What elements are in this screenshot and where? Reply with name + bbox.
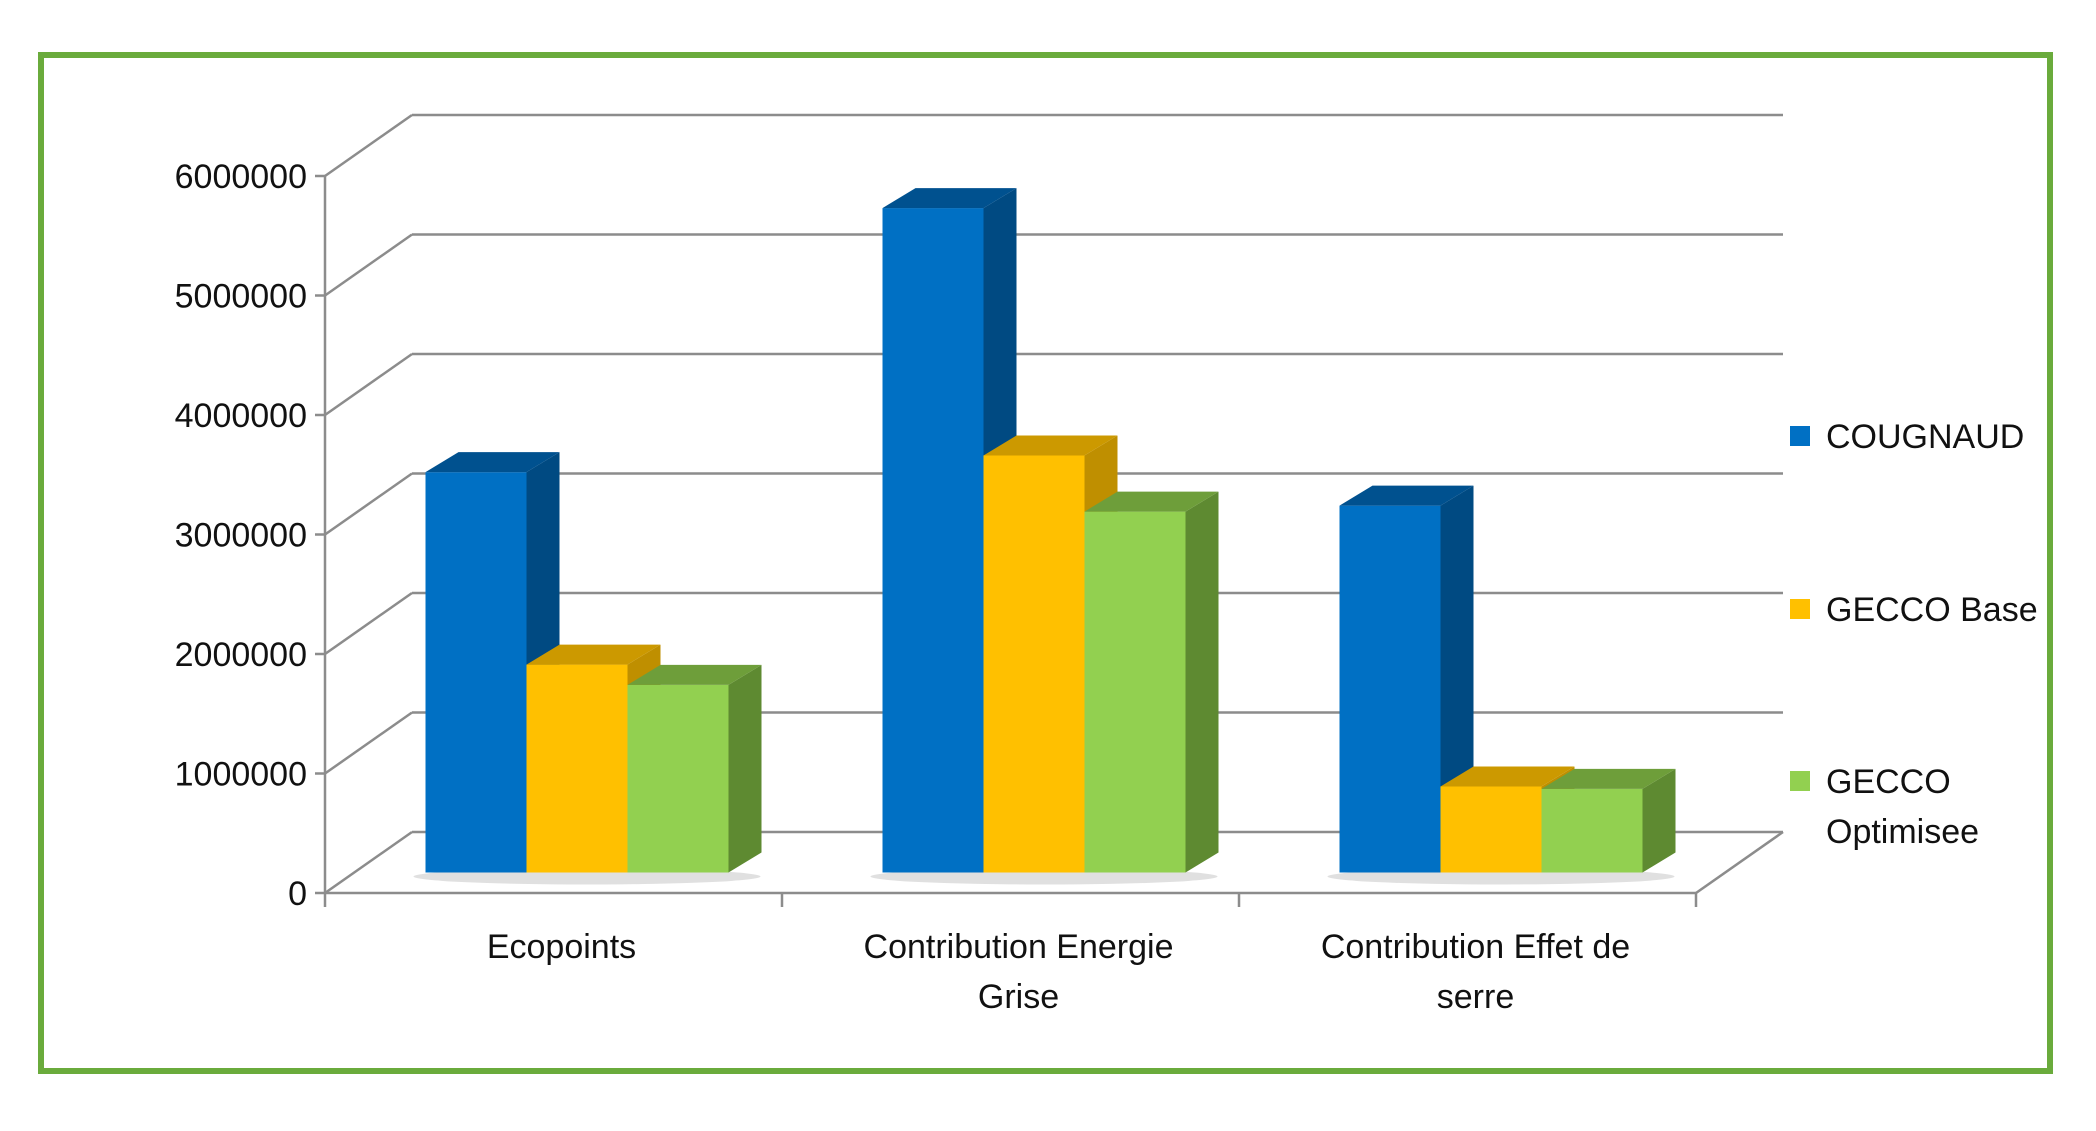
- legend-label: COUGNAUD: [1826, 418, 2024, 456]
- bar-front: [526, 664, 628, 873]
- bar: [627, 664, 762, 873]
- bar-top: [1541, 768, 1676, 789]
- gridline-diagonal: [324, 830, 413, 895]
- bar-top: [983, 435, 1118, 456]
- x-category-label: Contribution Effet de: [1321, 928, 1630, 966]
- gridline-diagonal: [324, 352, 413, 417]
- legend-swatch: [1790, 426, 1810, 446]
- legend-swatch: [1790, 771, 1810, 791]
- y-tick-label: 2000000: [175, 636, 307, 674]
- gridline-diagonal: [324, 591, 413, 656]
- gridline-diagonal: [324, 113, 413, 178]
- x-category-label: Grise: [978, 978, 1059, 1016]
- bar-front: [882, 208, 984, 873]
- bar-top: [1084, 491, 1219, 512]
- y-axis-ticks: 0 1000000 2000000 3000000 4000000 5000000 6000…: [175, 158, 325, 913]
- bar-top: [425, 452, 560, 473]
- bar-front: [1084, 511, 1186, 873]
- bar-side: [728, 664, 762, 873]
- bar-front: [425, 472, 527, 873]
- legend: COUGNAUD GECCO Base GECCO Optimisee: [1790, 418, 2038, 851]
- bar-front: [1440, 786, 1542, 873]
- bar-side: [1642, 768, 1676, 873]
- legend-swatch: [1790, 599, 1810, 619]
- y-tick-label: 1000000: [175, 756, 307, 794]
- y-tick-label: 5000000: [175, 278, 307, 316]
- gridline-diagonal: [324, 472, 413, 536]
- y-tick-label: 3000000: [175, 517, 307, 555]
- bar-front: [627, 684, 729, 873]
- x-axis-categories: Ecopoints Contribution Energie Grise Contri…: [487, 928, 1630, 1016]
- bar-side: [1185, 491, 1219, 873]
- y-tick-label: 6000000: [175, 158, 307, 196]
- bar-front: [983, 455, 1085, 873]
- x-category-label: Contribution Energie: [864, 928, 1174, 966]
- legend-label: GECCO: [1826, 763, 1951, 801]
- bar-top: [1339, 485, 1474, 506]
- x-category-label: Ecopoints: [487, 928, 636, 966]
- legend-label: GECCO Base: [1826, 591, 2038, 629]
- bar-top: [1440, 766, 1575, 787]
- gridline-diagonal: [324, 711, 413, 775]
- bar-top: [882, 188, 1017, 209]
- bar-front: [1541, 788, 1643, 873]
- bar-front: [1339, 505, 1441, 873]
- bars: [413, 188, 1676, 885]
- bar-top: [627, 664, 762, 685]
- y-tick-label: 0: [288, 875, 307, 913]
- floor-right-edge: [1695, 830, 1784, 895]
- bar: [1541, 768, 1676, 873]
- x-category-label: serre: [1437, 978, 1514, 1016]
- gridline-diagonal: [324, 233, 413, 297]
- legend-label: Optimisee: [1826, 813, 1979, 851]
- bar-top: [526, 644, 661, 665]
- y-tick-label: 4000000: [175, 397, 307, 435]
- bar: [1084, 491, 1219, 873]
